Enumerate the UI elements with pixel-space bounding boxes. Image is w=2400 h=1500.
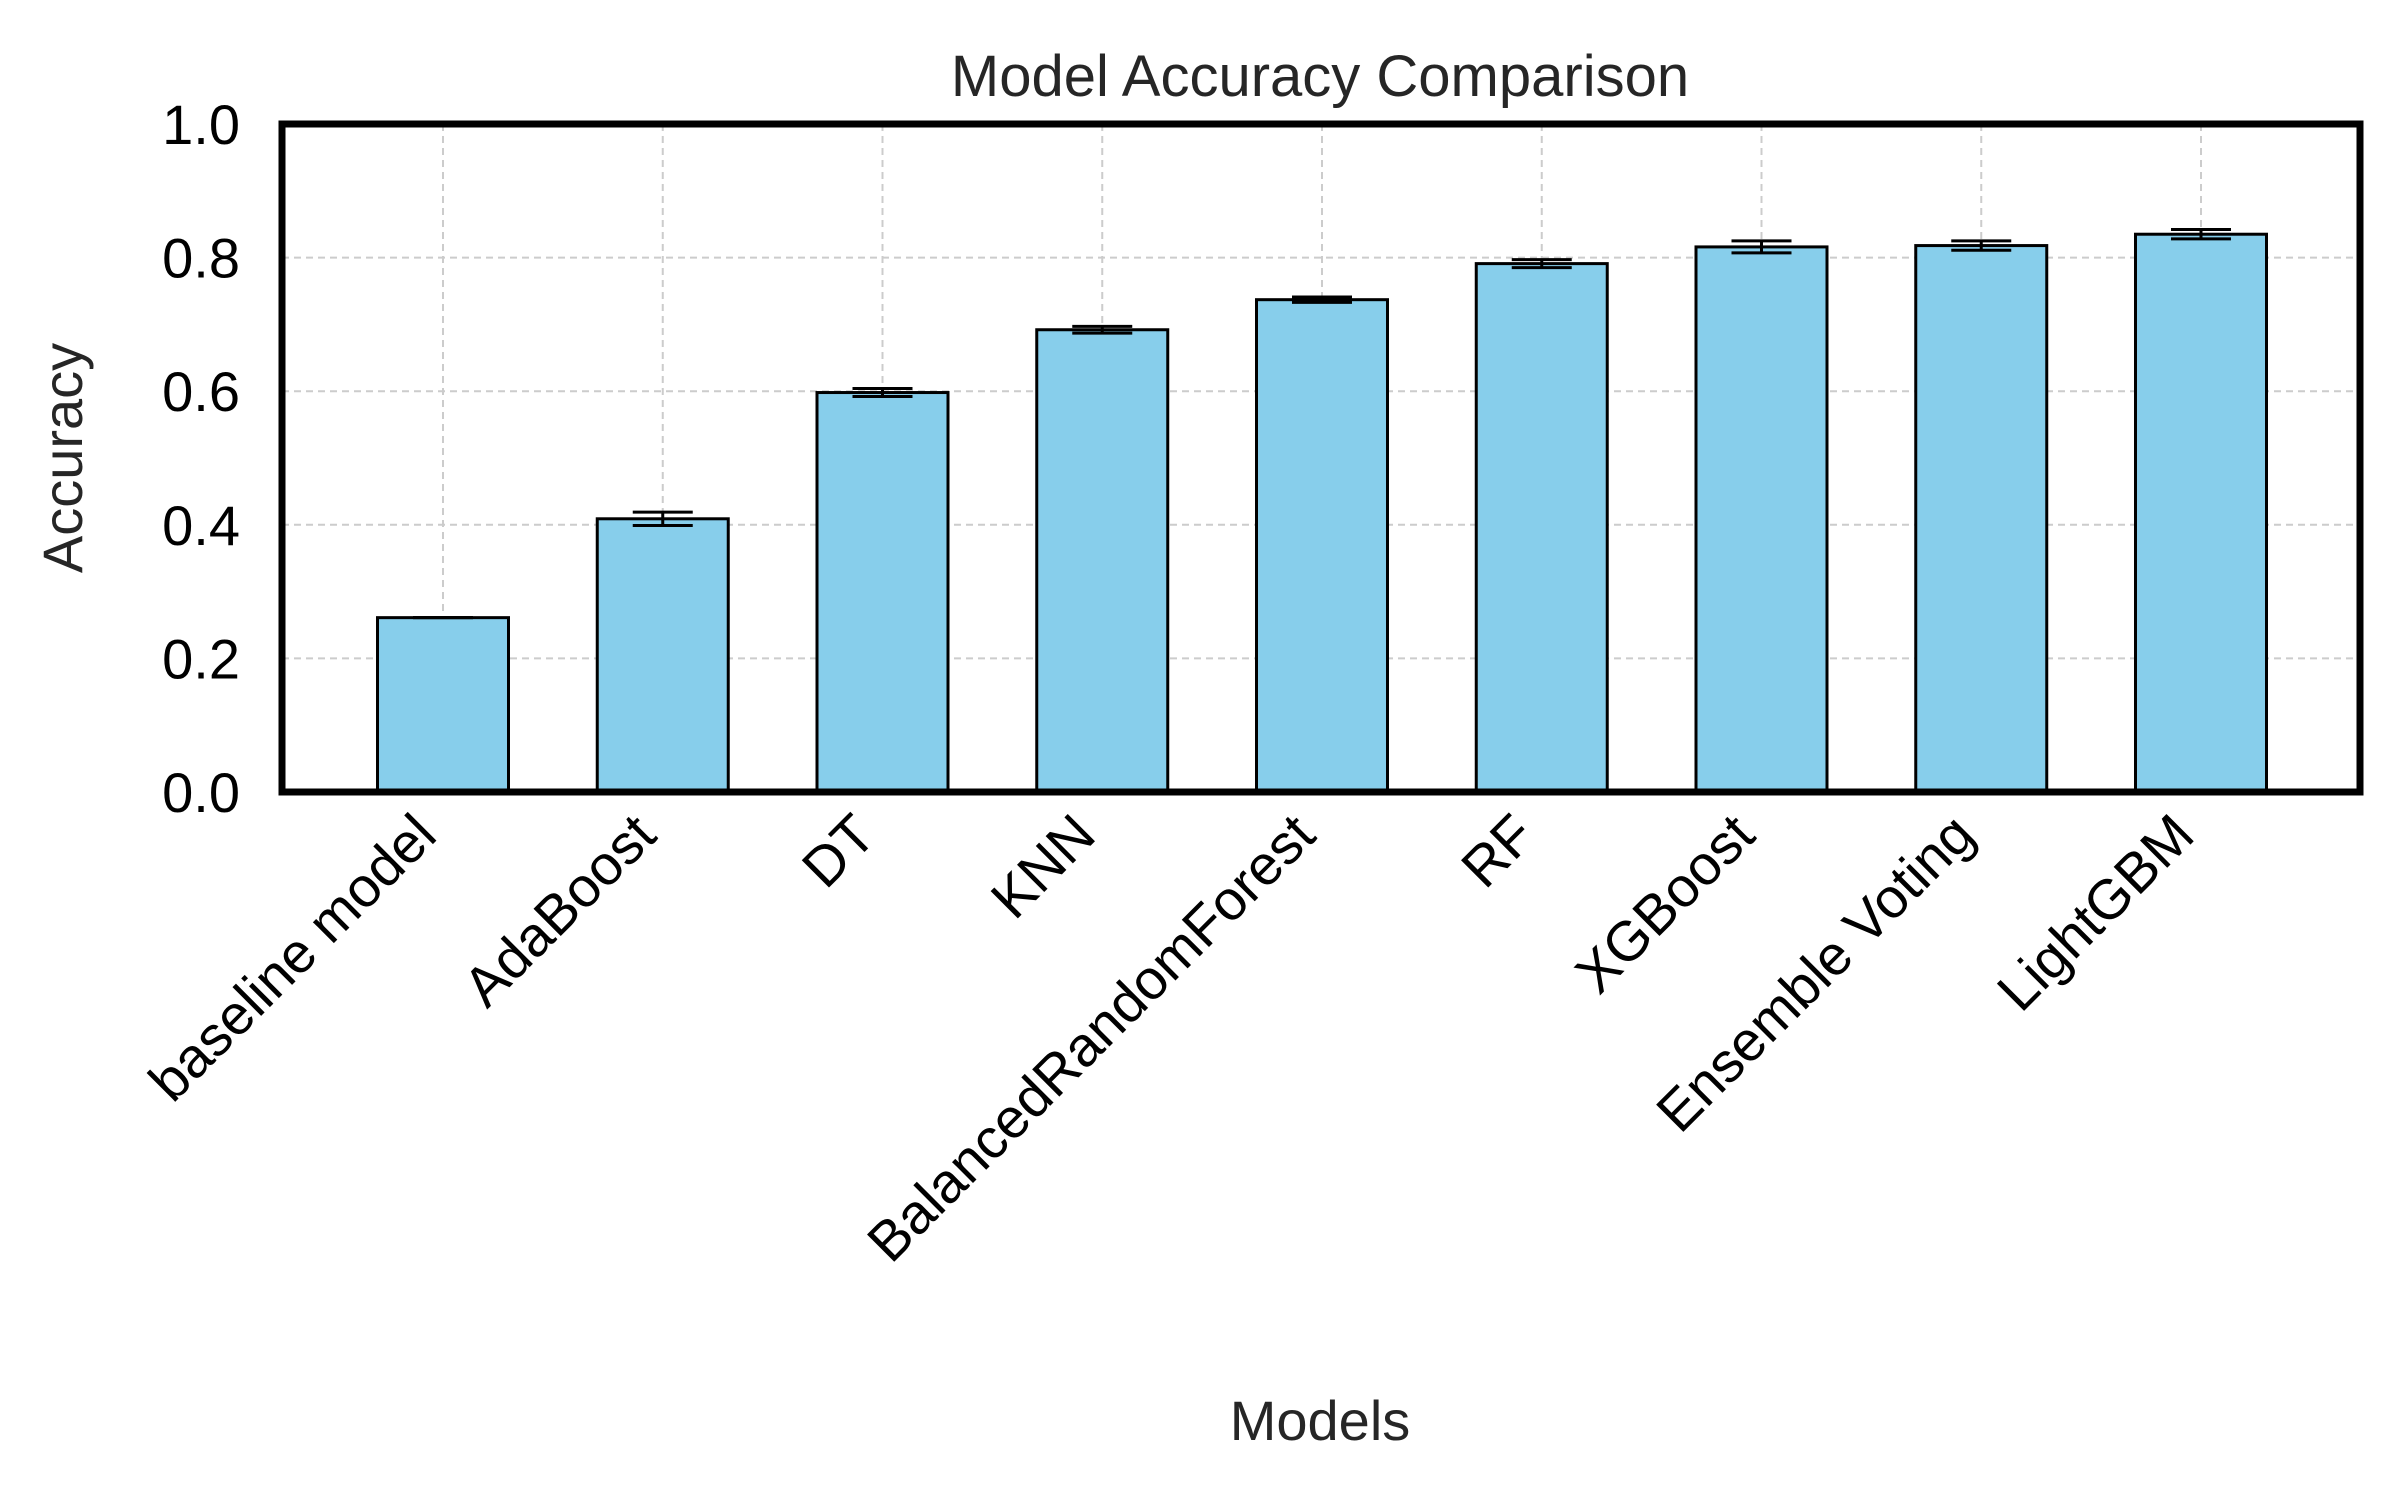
y-tick-label: 0.8	[162, 227, 240, 290]
x-tick-label: BalancedRandomForest	[855, 802, 1327, 1274]
bar-4	[1035, 328, 1170, 794]
chart-title: Model Accuracy Comparison	[951, 44, 1689, 109]
x-tick-label: KNN	[979, 802, 1107, 930]
y-tick-label: 0.2	[162, 627, 240, 690]
bar-5	[1255, 298, 1389, 794]
bar-1	[376, 616, 510, 794]
y-axis-label: Accuracy	[31, 343, 94, 573]
bar-2	[595, 517, 730, 794]
y-tick-label: 0.0	[162, 761, 240, 824]
error-bars	[413, 228, 2231, 620]
bar-9	[2134, 232, 2268, 794]
x-axis-ticks: baseline model AdaBoost DT KNNBalancedRando…	[137, 802, 2206, 1274]
plot-frame	[278, 120, 2364, 796]
x-tick-label: XGBoost	[1563, 802, 1766, 1005]
x-axis-label: Models	[1230, 1389, 1411, 1452]
x-tick-label: baseline model	[137, 802, 448, 1113]
bar-3	[815, 391, 950, 794]
x-tick-label: RF	[1449, 802, 1546, 899]
bar-7	[1694, 245, 1829, 794]
x-tick-label: LightGBM	[1985, 802, 2206, 1023]
y-axis-ticks: 0.0 0.2 0.4 0.6 0.8 1.0	[162, 93, 240, 824]
y-tick-label: 0.4	[162, 494, 240, 557]
y-tick-label: 0.6	[162, 360, 240, 423]
x-tick-label: DT	[790, 802, 887, 899]
bar-8	[1914, 244, 2049, 794]
x-tick-label: AdaBoost	[451, 802, 668, 1019]
y-tick-label: 1.0	[162, 93, 240, 156]
bar-6	[1474, 262, 1609, 794]
